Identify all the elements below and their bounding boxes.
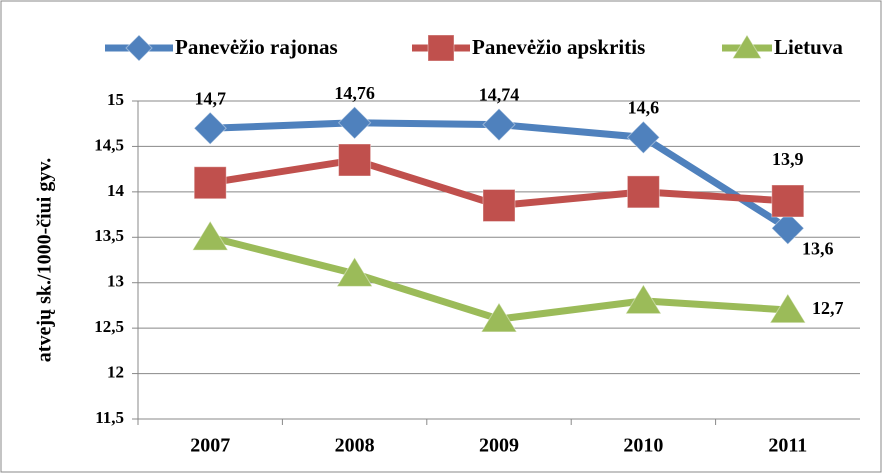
data-point xyxy=(626,175,660,209)
data-label: 12,7 xyxy=(812,298,844,318)
data-label: 14,76 xyxy=(334,83,375,103)
legend-label: Panevėžio rajonas xyxy=(175,35,338,59)
data-label: 14,6 xyxy=(628,97,660,117)
x-tick-label: 2010 xyxy=(623,435,663,457)
data-point xyxy=(624,283,662,315)
y-tick-label: 12,5 xyxy=(94,317,124,336)
data-point xyxy=(191,220,229,251)
y-tick-label: 14 xyxy=(107,181,125,200)
legend-marker xyxy=(125,34,153,62)
data-label: 13,9 xyxy=(772,149,804,169)
data-label: 14,7 xyxy=(194,88,226,108)
data-point xyxy=(771,211,805,245)
data-point xyxy=(769,293,807,324)
data-point xyxy=(771,184,805,218)
legend-marker xyxy=(427,34,455,62)
y-tick-label: 12 xyxy=(107,362,124,381)
y-tick-label: 13 xyxy=(107,272,124,291)
data-point xyxy=(337,106,372,140)
data-point xyxy=(482,188,516,222)
legend-label: Lietuva xyxy=(774,35,843,59)
legend-label: Panevėžio apskritis xyxy=(472,35,645,59)
x-tick-label: 2011 xyxy=(768,435,807,457)
data-label: 14,74 xyxy=(479,85,520,105)
y-tick-label: 13,5 xyxy=(94,226,124,245)
data-point xyxy=(338,143,372,177)
data-point xyxy=(480,302,518,333)
x-tick-label: 2007 xyxy=(190,435,230,457)
y-tick-label: 11,5 xyxy=(95,408,124,427)
data-point xyxy=(626,120,661,155)
y-tick-label: 15 xyxy=(107,90,124,109)
y-axis-label: atvejų sk./1000-čiui gyv. xyxy=(34,158,56,362)
legend-marker xyxy=(731,34,763,59)
data-point xyxy=(336,256,374,287)
x-tick-label: 2009 xyxy=(479,435,519,457)
data-point xyxy=(482,107,516,142)
data-point xyxy=(193,111,227,145)
x-tick-label: 2008 xyxy=(335,435,375,457)
data-point xyxy=(193,166,227,200)
data-label: 13,6 xyxy=(802,238,834,258)
y-tick-label: 14,5 xyxy=(94,135,124,154)
